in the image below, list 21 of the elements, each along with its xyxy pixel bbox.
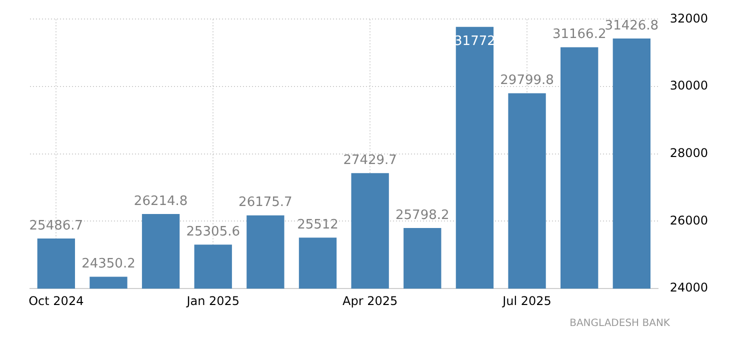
data-label: 25305.6	[186, 224, 240, 240]
data-label: 27429.7	[343, 152, 397, 168]
data-label: 25486.7	[29, 218, 84, 234]
y-tick-label: 26000	[670, 213, 708, 228]
x-tick-label: Jan 2025	[186, 294, 240, 308]
data-label: 31166.2	[552, 27, 606, 42]
y-tick-label: 30000	[670, 78, 708, 93]
text: BANGLADESH BANK	[570, 318, 670, 329]
x-tick-label: Jul 2025	[502, 294, 552, 308]
data-label: 25512	[297, 218, 338, 233]
x-tick-label: Oct 2024	[28, 294, 84, 308]
data-label: 25798.2	[396, 208, 450, 223]
y-tick-label: 24000	[670, 280, 708, 295]
data-label: 24350.2	[82, 256, 136, 272]
data-label: 31426.8	[604, 18, 659, 34]
y-tick-label: 28000	[670, 146, 708, 160]
data-label: 29799.8	[500, 73, 554, 88]
data-label: 26175.7	[238, 195, 292, 210]
x-tick-label: Apr 2025	[342, 294, 398, 308]
data-label: 26214.8	[134, 194, 188, 209]
y-tick-label: 32000	[670, 11, 708, 26]
